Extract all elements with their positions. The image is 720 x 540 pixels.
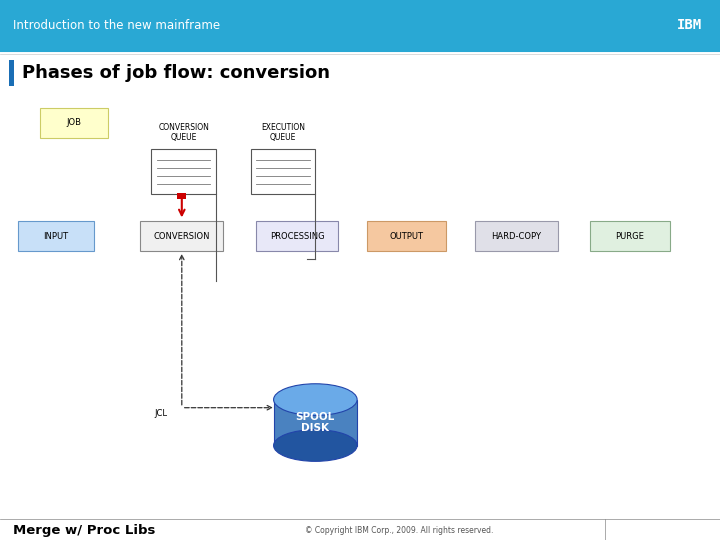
Text: JOB: JOB bbox=[66, 118, 81, 127]
Polygon shape bbox=[274, 400, 357, 446]
Text: SPOOL
DISK: SPOOL DISK bbox=[296, 411, 335, 433]
FancyBboxPatch shape bbox=[256, 221, 338, 251]
Bar bbox=[177, 193, 186, 199]
FancyBboxPatch shape bbox=[367, 221, 446, 251]
FancyBboxPatch shape bbox=[40, 108, 108, 138]
Text: IBM: IBM bbox=[678, 18, 702, 32]
Text: PROCESSING: PROCESSING bbox=[270, 232, 324, 241]
Text: OUTPUT: OUTPUT bbox=[390, 232, 424, 241]
Text: PURGE: PURGE bbox=[616, 232, 644, 241]
FancyBboxPatch shape bbox=[140, 221, 223, 251]
Text: Phases of job flow: conversion: Phases of job flow: conversion bbox=[22, 64, 330, 83]
Text: CONVERSION: CONVERSION bbox=[153, 232, 210, 241]
Bar bbox=[0, 0, 720, 50]
FancyBboxPatch shape bbox=[18, 221, 94, 251]
Bar bbox=[251, 148, 315, 194]
Bar bbox=[9, 60, 14, 86]
Bar bbox=[151, 148, 216, 194]
FancyBboxPatch shape bbox=[475, 221, 558, 251]
Text: Merge w/ Proc Libs: Merge w/ Proc Libs bbox=[13, 524, 156, 537]
Ellipse shape bbox=[274, 430, 357, 461]
FancyBboxPatch shape bbox=[590, 221, 670, 251]
Ellipse shape bbox=[274, 384, 357, 415]
Text: CONVERSION
QUEUE: CONVERSION QUEUE bbox=[158, 123, 209, 142]
Text: HARD-COPY: HARD-COPY bbox=[492, 232, 541, 241]
Text: JCL: JCL bbox=[155, 409, 168, 417]
Text: © Copyright IBM Corp., 2009. All rights reserved.: © Copyright IBM Corp., 2009. All rights … bbox=[305, 526, 494, 535]
Text: EXECUTION
QUEUE: EXECUTION QUEUE bbox=[261, 123, 305, 142]
Text: Introduction to the new mainframe: Introduction to the new mainframe bbox=[13, 19, 220, 32]
Text: INPUT: INPUT bbox=[43, 232, 68, 241]
